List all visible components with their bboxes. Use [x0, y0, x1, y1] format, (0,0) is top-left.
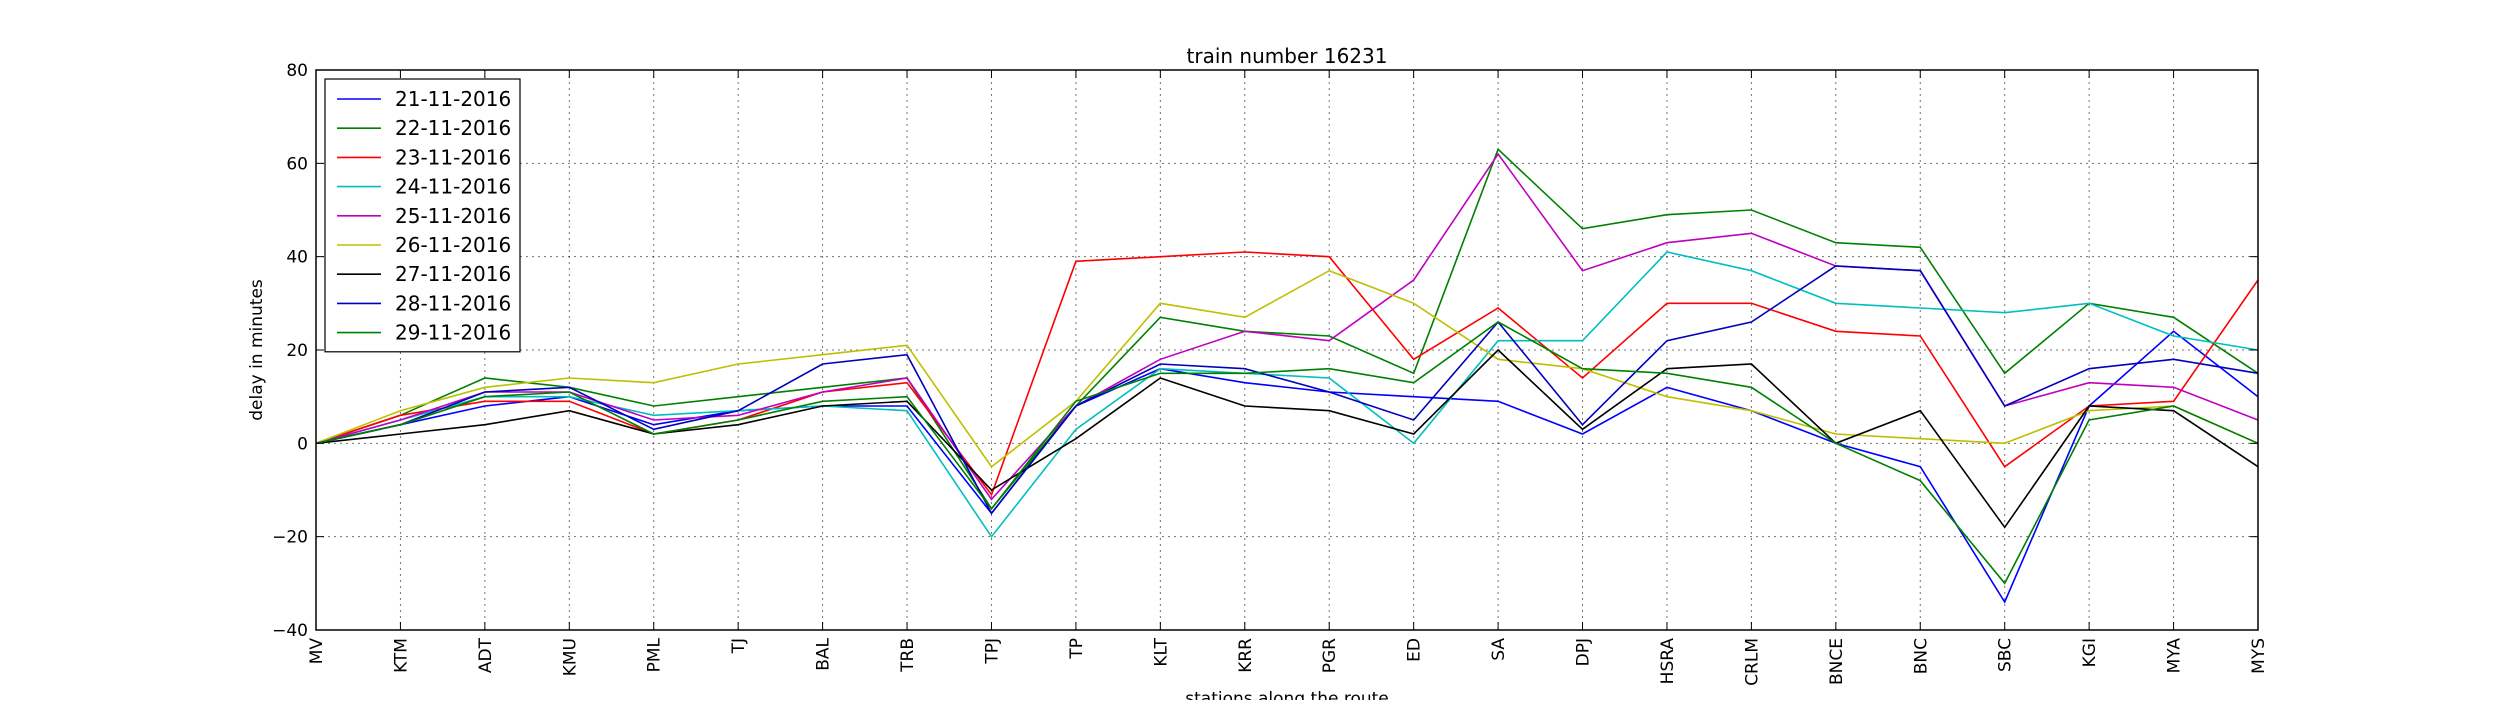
y-tick-label: −20: [272, 528, 308, 548]
series-line-28-11-2016: [315, 265, 2259, 515]
axis-ticks: −40 −20 0 20 40 60 80 MV KTM ADT KMU PML TJ BAL TRB TPJ…: [272, 61, 2269, 686]
x-tick-label: BAL: [814, 637, 834, 670]
x-tick-label: KLT: [1151, 637, 1171, 666]
y-tick-label: 20: [286, 341, 308, 361]
series-line-27-11-2016: [315, 348, 2259, 529]
x-tick-label: SBC: [1996, 638, 2016, 672]
chart-title: train number 16231: [1187, 44, 1388, 68]
series-line-21-11-2016: [315, 330, 2259, 604]
y-tick-label: 60: [286, 154, 308, 174]
x-tick-label: KTM: [391, 638, 411, 673]
y-tick-label: 0: [297, 434, 308, 454]
series-line-22-11-2016: [315, 147, 2259, 511]
x-tick-label: MV: [307, 638, 327, 665]
x-tick-label: BNC: [1911, 638, 1931, 674]
x-tick-label: MYA: [2165, 638, 2185, 674]
legend-label: 24-11-2016: [395, 175, 511, 199]
legend-label: 25-11-2016: [395, 204, 511, 228]
series-lines: [315, 147, 2259, 604]
x-tick-label: CRLM: [1742, 638, 1762, 686]
x-tick-label: KGI: [2080, 638, 2100, 667]
x-tick-label: SA: [1489, 638, 1509, 661]
legend-label: 21-11-2016: [395, 87, 511, 111]
series-line-26-11-2016: [315, 269, 2259, 468]
legend-label: 29-11-2016: [395, 321, 511, 345]
legend-label: 27-11-2016: [395, 262, 511, 286]
x-tick-label: BNCE: [1827, 638, 1847, 685]
x-tick-label: ADT: [476, 637, 496, 673]
y-tick-label: 80: [286, 61, 308, 81]
x-tick-label: TJ: [729, 638, 749, 654]
legend: 21-11-2016 22-11-2016 23-11-2016 24-11-2016…: [324, 78, 521, 353]
series-line-24-11-2016: [315, 251, 2259, 539]
y-tick-label: −40: [272, 621, 308, 641]
legend-box: [324, 78, 521, 353]
x-axis-label: stations along the route: [1185, 689, 1389, 700]
y-axis-label: delay in minutes: [247, 279, 267, 421]
x-tick-label: TPJ: [982, 638, 1002, 665]
x-tick-label: DPJ: [1574, 638, 1594, 666]
y-tick-label: 40: [286, 248, 308, 268]
legend-label: 23-11-2016: [395, 145, 511, 169]
x-tick-label: KMU: [560, 638, 580, 676]
x-tick-label: ED: [1405, 638, 1425, 662]
x-tick-label: TP: [1067, 638, 1087, 660]
series-line-23-11-2016: [315, 251, 2259, 497]
x-tick-label: MYS: [2249, 638, 2269, 674]
legend-label: 26-11-2016: [395, 233, 511, 257]
x-tick-label: KRR: [1236, 638, 1256, 673]
x-tick-label: PGR: [1320, 638, 1340, 673]
series-line-29-11-2016: [315, 321, 2259, 585]
x-tick-label: TRB: [898, 638, 918, 673]
legend-label: 22-11-2016: [395, 116, 511, 140]
legend-label: 28-11-2016: [395, 291, 511, 315]
x-tick-label: PML: [645, 637, 665, 672]
x-tick-label: HSRA: [1658, 638, 1678, 685]
